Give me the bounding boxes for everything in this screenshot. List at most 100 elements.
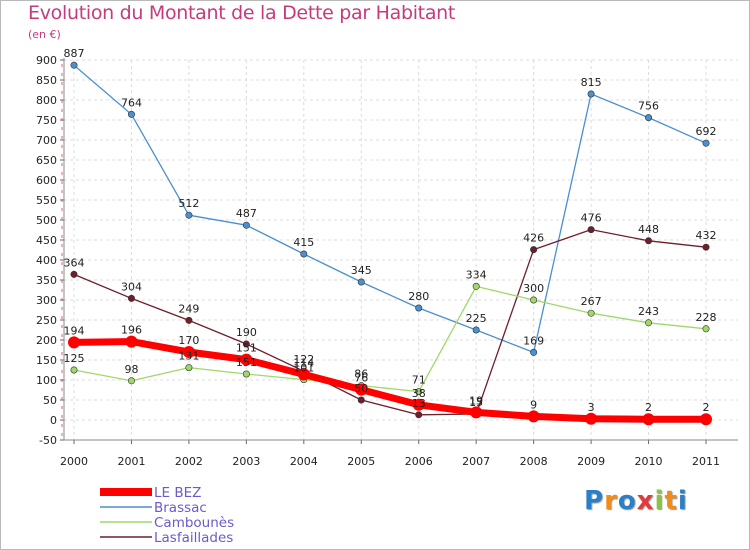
data-label: 169 [523,334,544,347]
data-point [645,319,653,327]
y-tick-label: 450 [36,234,57,247]
legend-label: LE BEZ [154,485,201,501]
data-point [70,61,78,69]
logo-letter: P [584,486,605,516]
data-point [70,270,78,278]
data-label: 3 [588,401,595,414]
legend-label: Brassac [154,500,207,516]
data-point [357,396,365,404]
series-line [73,285,707,393]
data-point [702,243,710,251]
data-label: 71 [412,374,426,387]
y-tick-label: 300 [36,294,57,307]
data-point [185,211,193,219]
data-label: 131 [178,350,199,363]
data-label: 9 [530,398,537,411]
data-point [127,294,135,302]
data-point [355,383,368,396]
data-point [587,226,595,234]
data-label: 756 [638,100,659,113]
data-label: 194 [64,324,85,337]
logo-letter: i [677,486,688,516]
chart-title: Evolution du Montant de la Dette par Hab… [28,2,456,24]
data-point [530,296,538,304]
y-tick-label: 900 [36,54,57,67]
data-label: 2 [645,401,652,414]
y-tick-label: 550 [36,194,57,207]
data-point [700,413,712,426]
data-label: 448 [638,223,659,236]
y-tick-label: 150 [36,354,57,367]
data-label: 190 [236,326,257,339]
data-label: 487 [236,207,257,220]
logo-letter: o [617,486,637,516]
data-label: 76 [354,372,368,385]
x-tick-label: 2003 [232,455,260,468]
data-point [470,406,483,419]
data-point [645,237,653,245]
data-label: 267 [581,295,602,308]
data-point [125,335,138,348]
series-line [73,228,707,416]
logo-letter: i [654,486,665,516]
x-tick-label: 2006 [405,455,433,468]
data-label: 151 [236,342,257,355]
data-label: 170 [178,334,199,347]
y-tick-label: 650 [36,154,57,167]
data-point [530,246,538,254]
x-tick-label: 2005 [347,455,375,468]
data-point [415,388,423,396]
data-point [415,304,423,312]
legend-label: Cambounès [154,515,234,531]
data-label: 225 [466,312,487,325]
data-point [472,282,480,290]
data-point [702,139,710,147]
series-layer [68,61,712,426]
series-line [73,338,706,423]
data-point [587,309,595,317]
data-point [587,90,595,98]
data-label: 50 [354,382,368,395]
x-tick-label: 2009 [577,455,605,468]
series-line [73,64,707,354]
data-label: 151 [236,356,257,369]
y-tick-label: 500 [36,214,57,227]
data-point [300,250,308,258]
data-point [68,336,80,349]
data-label: 364 [64,256,85,269]
x-tick-label: 2011 [692,455,720,468]
data-point [530,348,538,356]
data-point [185,364,193,372]
x-tick-label: 2010 [635,455,663,468]
data-label: 125 [64,352,85,365]
data-label: 476 [581,212,602,225]
data-point [645,114,653,122]
data-label: 300 [523,282,544,295]
data-label: 98 [124,363,138,376]
data-label: 243 [638,305,659,318]
data-label: 415 [293,236,314,249]
y-tick-label: -50 [39,434,57,447]
data-label: 228 [696,311,717,324]
y-tick-label: 700 [36,134,57,147]
data-point [357,278,365,286]
data-label: 19 [469,394,483,407]
proxiti-logo: Proxiti [584,486,688,516]
y-tick-label: 200 [36,334,57,347]
data-label: 345 [351,264,372,277]
data-point [127,377,135,385]
data-label: 334 [466,268,487,281]
data-label: 764 [121,96,142,109]
data-label: 692 [696,125,717,138]
data-label: 432 [696,229,717,242]
x-tick-label: 2008 [520,455,548,468]
data-point [70,366,78,374]
data-point [472,326,480,334]
y-tick-label: 250 [36,314,57,327]
data-point [127,110,135,118]
data-label: 86 [354,368,368,381]
y-tick-label: 800 [36,94,57,107]
data-point [702,325,710,333]
